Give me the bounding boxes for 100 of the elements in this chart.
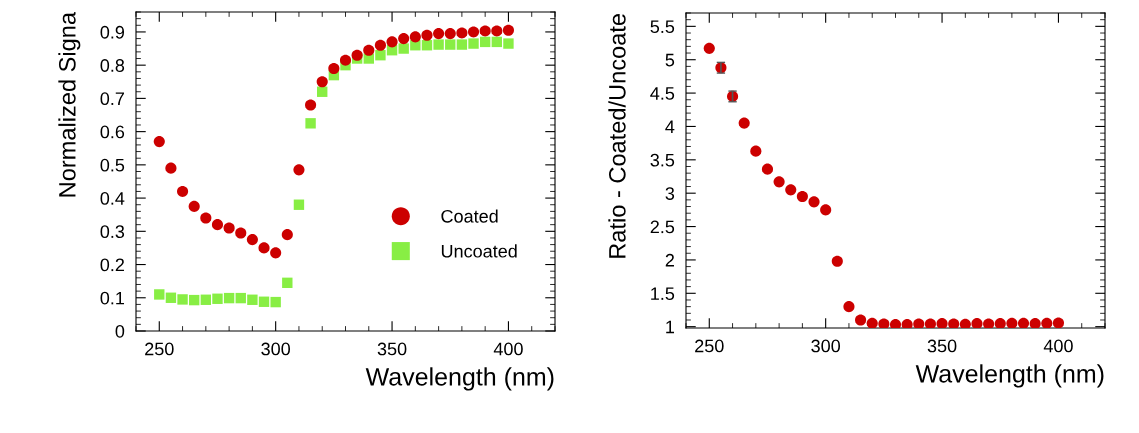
point bbox=[479, 25, 491, 37]
y-tick-label: 0.4 bbox=[100, 192, 125, 205]
point bbox=[328, 62, 340, 75]
point bbox=[855, 314, 867, 326]
point bbox=[374, 39, 386, 51]
point bbox=[165, 162, 177, 174]
point bbox=[785, 184, 797, 196]
point bbox=[282, 277, 293, 289]
point bbox=[398, 33, 410, 45]
point bbox=[796, 190, 808, 203]
point bbox=[398, 43, 409, 54]
point bbox=[444, 28, 456, 40]
point bbox=[177, 294, 188, 305]
point bbox=[866, 317, 878, 328]
point bbox=[983, 318, 995, 328]
point bbox=[503, 38, 514, 49]
point bbox=[456, 27, 468, 39]
point bbox=[247, 294, 258, 305]
y-tick-label: 3.5 bbox=[650, 153, 675, 167]
point bbox=[189, 294, 200, 306]
point bbox=[165, 292, 177, 303]
point bbox=[808, 196, 820, 208]
point bbox=[421, 40, 433, 51]
point bbox=[270, 247, 282, 259]
point bbox=[433, 39, 444, 50]
y-tick-label: 0.5 bbox=[100, 158, 125, 172]
legend-label: Coated bbox=[441, 209, 498, 223]
y-tick-label: 0.9 bbox=[100, 25, 125, 39]
point bbox=[154, 289, 165, 300]
point bbox=[270, 296, 281, 308]
point bbox=[293, 199, 305, 210]
point bbox=[445, 39, 456, 50]
point bbox=[339, 54, 352, 66]
point bbox=[773, 176, 785, 188]
point bbox=[188, 200, 200, 212]
point bbox=[750, 145, 762, 157]
point bbox=[491, 36, 502, 48]
point bbox=[1006, 317, 1018, 328]
point bbox=[305, 99, 317, 111]
point bbox=[901, 319, 913, 328]
point bbox=[375, 50, 386, 61]
x-tick-label: 300 bbox=[261, 342, 291, 356]
y-tick-label: 1 bbox=[666, 320, 675, 334]
point bbox=[363, 44, 375, 56]
x-axis-title: Wavelength (nm) bbox=[365, 367, 554, 391]
point bbox=[177, 185, 189, 197]
point bbox=[971, 318, 983, 328]
point bbox=[200, 294, 212, 305]
y-tick-label: 0.1 bbox=[100, 291, 125, 305]
point bbox=[456, 39, 468, 50]
y-axis-title: Ratio - Coated/Uncoate bbox=[608, 14, 626, 258]
legend-label: Uncoated bbox=[441, 244, 517, 258]
y-tick-label: 0.8 bbox=[100, 59, 125, 72]
point bbox=[936, 318, 948, 328]
point bbox=[153, 136, 165, 148]
point bbox=[948, 318, 960, 328]
point bbox=[211, 219, 224, 231]
point bbox=[351, 49, 363, 61]
point bbox=[820, 204, 832, 216]
point bbox=[738, 117, 750, 129]
y-tick-label: 5 bbox=[665, 53, 675, 67]
point bbox=[703, 42, 715, 54]
x-tick-label: 300 bbox=[811, 339, 841, 353]
point bbox=[258, 242, 270, 254]
y-tick-label: 0.3 bbox=[100, 225, 125, 239]
point bbox=[223, 292, 235, 304]
x-axis-title: Wavelength (nm) bbox=[915, 364, 1104, 388]
point bbox=[831, 255, 843, 267]
y-tick-label: 1.5 bbox=[651, 287, 675, 301]
y-tick-label: 4 bbox=[665, 120, 675, 133]
point bbox=[924, 318, 936, 328]
point bbox=[1052, 317, 1064, 328]
y-tick-label: 2.5 bbox=[650, 220, 675, 234]
point bbox=[479, 36, 491, 48]
point bbox=[761, 163, 774, 175]
y-tick-label: 4.5 bbox=[650, 87, 675, 100]
y-axis-title: Normalized Signa bbox=[58, 11, 81, 197]
point bbox=[994, 318, 1006, 328]
point bbox=[502, 24, 514, 36]
x-tick-label: 350 bbox=[927, 339, 957, 353]
y-tick-label: 3 bbox=[665, 187, 675, 200]
point bbox=[235, 227, 247, 239]
point bbox=[1017, 317, 1030, 328]
point bbox=[316, 76, 328, 88]
point bbox=[246, 234, 258, 246]
point bbox=[433, 28, 445, 40]
y-tick-label: 0 bbox=[115, 324, 125, 338]
point bbox=[491, 25, 503, 37]
point bbox=[467, 26, 480, 38]
point bbox=[305, 118, 316, 129]
point bbox=[281, 229, 293, 241]
point bbox=[913, 318, 925, 328]
y-tick-label: 0.6 bbox=[100, 125, 125, 139]
point bbox=[1029, 318, 1041, 328]
point bbox=[421, 29, 433, 41]
point bbox=[409, 31, 421, 43]
x-tick-label: 250 bbox=[695, 339, 724, 353]
point bbox=[843, 301, 855, 313]
point bbox=[235, 292, 246, 304]
point bbox=[878, 318, 890, 328]
